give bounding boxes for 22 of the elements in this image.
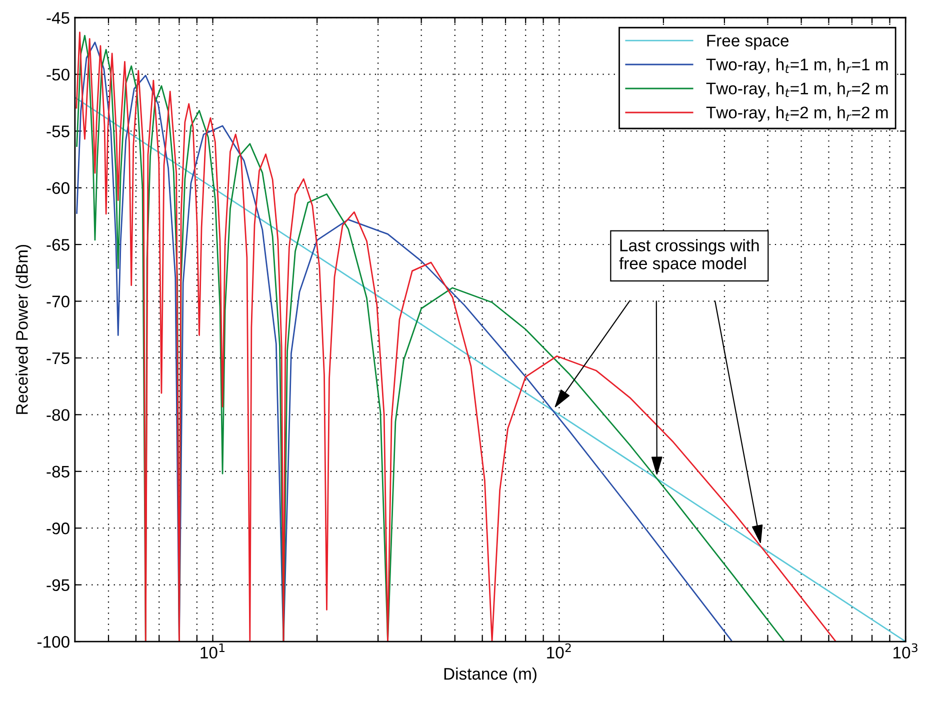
y-tick-label: -85 [46,466,70,478]
legend-label: Two-ray, h$_{t}$=1 m, h$_{r}$=2 m [706,82,888,98]
y-axis-title: Received Power (dBm) [16,244,32,414]
y-tick-label: -50 [46,68,70,81]
y-tick-label: -80 [46,409,70,421]
y-tick-label: -90 [46,522,70,534]
x-tick-label: 10$^{2}$ [547,643,571,659]
y-tick-label: -60 [46,182,70,194]
y-tick-label: -55 [46,126,70,138]
y-tick-label: -45 [46,12,70,24]
legend-label: Free space [707,34,789,50]
y-tick-label: -65 [46,238,70,251]
y-tick-label: -100 [37,636,70,648]
x-tick-label: 10$^{1}$ [200,643,224,659]
legend-label: Two-ray, h$_{t}$=2 m, h$_{r}$=2 m [706,106,888,122]
y-tick-label: -95 [46,579,70,592]
y-tick-label: -75 [46,352,70,364]
x-tick-label: 10$^{3}$ [894,643,918,659]
annotation: Last crossings with free space model [619,239,759,273]
y-tick-label: -70 [46,296,70,308]
x-axis-title: Distance (m) [444,668,536,684]
legend-label: Two-ray, h$_{t}$=1 m, h$_{r}$=1 m [706,58,888,74]
